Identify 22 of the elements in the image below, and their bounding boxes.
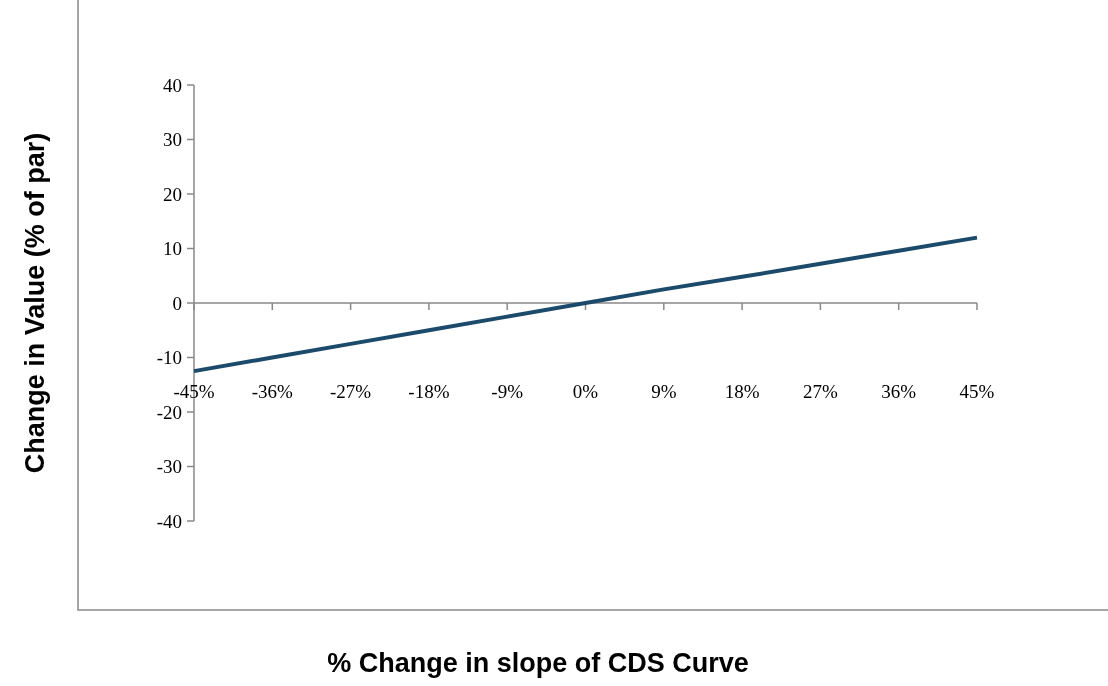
y-tick-label: 0 bbox=[172, 292, 182, 314]
y-tick-label: 40 bbox=[163, 74, 182, 96]
y-tick-label: -30 bbox=[156, 456, 182, 478]
y-tick-label: -10 bbox=[156, 347, 182, 369]
y-axis-title: Change in Value (% of par) bbox=[20, 132, 50, 474]
y-tick-label: 20 bbox=[163, 183, 182, 205]
x-tick-label: -36% bbox=[251, 381, 294, 402]
x-tick-label: 45% bbox=[959, 381, 995, 402]
x-tick-label: 18% bbox=[724, 381, 760, 402]
x-axis-title: % Change in slope of CDS Curve bbox=[327, 648, 749, 678]
x-tick-label: 0% bbox=[572, 381, 599, 402]
y-tick-label: 10 bbox=[163, 238, 182, 260]
x-tick-label: 27% bbox=[802, 381, 838, 402]
x-tick-label: 36% bbox=[881, 381, 917, 402]
x-tick-label: -27% bbox=[330, 381, 372, 402]
x-tick-label: -45% bbox=[173, 381, 215, 402]
x-tick-label: -18% bbox=[408, 381, 450, 402]
y-tick-label: 30 bbox=[163, 129, 182, 151]
y-tick-label: -40 bbox=[156, 510, 182, 532]
x-tick-label: -9% bbox=[491, 381, 524, 402]
y-tick-label: -20 bbox=[156, 401, 182, 423]
x-tick-label: 9% bbox=[651, 381, 677, 402]
